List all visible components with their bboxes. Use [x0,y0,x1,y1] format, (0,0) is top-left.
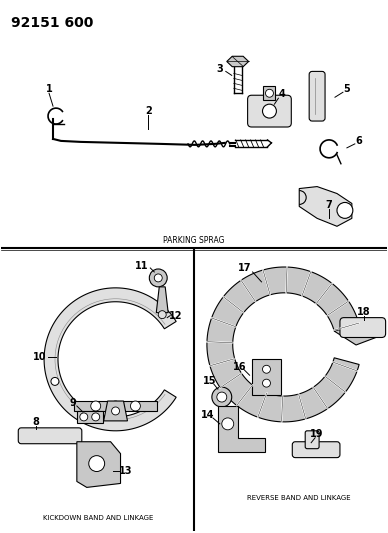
Text: PARKING SPRAG: PARKING SPRAG [163,236,225,245]
Circle shape [91,401,100,411]
Circle shape [265,90,274,97]
Text: 12: 12 [170,311,183,321]
Text: 6: 6 [355,136,362,146]
Text: 8: 8 [33,417,40,427]
Text: 13: 13 [119,465,132,475]
Polygon shape [207,267,359,422]
Circle shape [51,377,59,385]
Text: 4: 4 [279,89,286,99]
Circle shape [263,365,270,373]
Text: 11: 11 [135,261,148,271]
Circle shape [222,418,234,430]
Circle shape [130,401,140,411]
FancyBboxPatch shape [340,318,386,337]
Text: 14: 14 [201,410,215,420]
Circle shape [149,269,167,287]
Text: 1: 1 [46,84,52,94]
Circle shape [112,407,120,415]
Polygon shape [218,406,265,451]
Polygon shape [227,56,249,67]
FancyBboxPatch shape [292,442,340,458]
Text: 16: 16 [233,362,246,372]
Circle shape [154,274,162,282]
FancyBboxPatch shape [18,428,82,443]
Circle shape [217,392,227,402]
Circle shape [263,379,270,387]
FancyBboxPatch shape [248,95,291,127]
Circle shape [80,413,88,421]
Polygon shape [156,287,168,313]
Circle shape [212,387,232,407]
Text: 10: 10 [33,352,46,362]
Text: 18: 18 [357,306,371,317]
Text: 3: 3 [217,64,223,75]
Text: REVERSE BAND AND LINKAGE: REVERSE BAND AND LINKAGE [248,495,351,502]
Circle shape [92,413,100,421]
Polygon shape [334,325,379,345]
Text: 92151 600: 92151 600 [11,16,94,30]
Polygon shape [251,359,281,395]
Text: KICKDOWN BAND AND LINKAGE: KICKDOWN BAND AND LINKAGE [43,515,153,521]
Circle shape [337,203,353,219]
Circle shape [89,456,105,472]
Polygon shape [104,401,128,421]
FancyBboxPatch shape [305,431,319,449]
Polygon shape [44,288,176,431]
Polygon shape [299,187,352,227]
Polygon shape [74,401,157,411]
Text: 7: 7 [326,200,333,211]
Bar [263,86,275,100]
Circle shape [158,311,166,319]
Polygon shape [77,411,103,423]
Text: 5: 5 [343,84,350,94]
Circle shape [111,401,121,411]
Text: 9: 9 [69,398,76,408]
Text: 2: 2 [145,106,152,116]
FancyBboxPatch shape [309,71,325,121]
Text: 19: 19 [310,429,324,439]
Polygon shape [77,442,121,487]
Text: 15: 15 [203,376,217,386]
Text: 17: 17 [238,263,251,273]
Circle shape [263,104,276,118]
